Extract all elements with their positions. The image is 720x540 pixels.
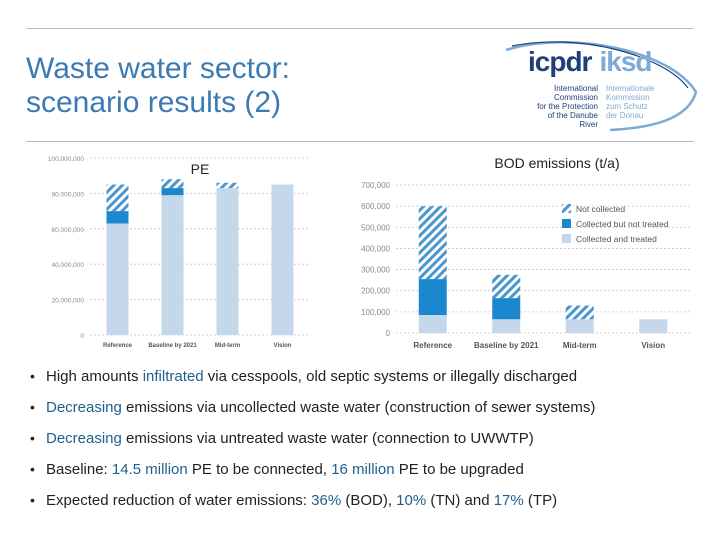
header-divider [26, 141, 694, 142]
logo-name-en-line: of the Danube River [547, 111, 598, 129]
x-category-label: Vision [274, 343, 292, 349]
top-divider [26, 28, 694, 29]
logo-name-de-line: der Donau [606, 111, 644, 120]
y-tick-label: 500,000 [361, 223, 390, 232]
bar-segment [216, 188, 239, 335]
slide-title-line1: Waste water sector: [26, 52, 290, 85]
x-category-label: Vision [641, 341, 665, 350]
bod-chart: 0 100,000 200,000 300,000 400,000 500,000 600,… [361, 155, 690, 350]
bullet-text: Expected reduction of water emissions: [46, 492, 312, 509]
bullet-text: Baseline: [46, 461, 112, 478]
bullet-highlight: Decreasing [46, 430, 122, 447]
bullet-highlight: 17% [493, 492, 524, 509]
bullet-text: PE to be upgraded [394, 461, 524, 478]
pe-chart: 0 20,000,000 40,000,000 60,000,000 80,000,00… [48, 156, 310, 349]
legend-label: Collected but not treated [576, 219, 669, 229]
logo-arc-graphic [505, 40, 698, 132]
x-category-label: Baseline by 2021 [474, 341, 539, 350]
y-tick-label: 400,000 [361, 244, 390, 253]
bar-segment [565, 305, 594, 320]
bar-segment [492, 298, 521, 320]
legend-label: Not collected [576, 204, 625, 214]
logo-name-en-line: Commission [553, 93, 598, 102]
bar-segment [161, 188, 184, 196]
bar-segment [106, 211, 129, 224]
bar-segment [418, 315, 447, 333]
logo-name-de: Internationale Kommission zum Schutz der… [606, 84, 686, 120]
legend-swatch [562, 219, 571, 228]
logo-wordmark: icpdr iksd [528, 46, 653, 78]
bullet-text: (BOD), [341, 492, 397, 509]
legend-label: Collected and treated [576, 234, 657, 244]
y-tick-label: 0 [80, 333, 84, 340]
bullet-item: Expected reduction of water emissions: 3… [30, 492, 700, 523]
y-tick-label: 0 [386, 329, 391, 338]
bar-segment [565, 319, 594, 333]
logo-abbr-de: iksd [599, 46, 652, 77]
bullet-text: via cesspools, old septic systems or ill… [203, 368, 578, 385]
x-category-label: Mid-term [215, 343, 240, 349]
logo-name-de-line: Kommission [606, 93, 650, 102]
bar-segment [492, 274, 521, 299]
bullet-highlight: 10% [396, 492, 427, 509]
bar-segment [106, 223, 129, 335]
logo-name-de-line: zum Schutz [606, 102, 648, 111]
bar-segment [492, 319, 521, 333]
x-category-label: Reference [103, 343, 133, 349]
logo-name-en-line: International [553, 84, 598, 93]
bar-segment [161, 179, 184, 189]
bar-segment [106, 184, 129, 212]
icpdr-logo: icpdr iksd International Commission for t… [500, 40, 700, 132]
bullet-text: emissions via uncollected waste water (c… [121, 399, 596, 416]
chart-title: BOD emissions (t/a) [494, 155, 619, 171]
logo-abbr-en: icpdr [528, 46, 592, 77]
x-category-label: Reference [413, 341, 452, 350]
y-tick-label: 100,000 [361, 308, 390, 317]
slide-title: Waste water sector: scenario results (2) [26, 52, 446, 120]
y-tick-label: 60,000,000 [51, 227, 84, 234]
y-tick-label: 20,000,000 [51, 298, 84, 305]
slide-title-line2: scenario results (2) [26, 86, 282, 119]
logo-name-de-line: Internationale [606, 84, 655, 93]
bar-segment [161, 195, 184, 335]
y-tick-label: 40,000,000 [51, 262, 84, 269]
bullet-highlight: 36% [311, 492, 342, 509]
bullet-item: Baseline: 14.5 million PE to be connecte… [30, 461, 700, 492]
y-tick-label: 700,000 [361, 181, 390, 190]
y-tick-label: 80,000,000 [51, 191, 84, 198]
y-tick-label: 100,000,000 [48, 156, 85, 163]
bar-segment [271, 184, 294, 335]
bullet-text: PE to be connected, [187, 461, 332, 478]
y-tick-label: 600,000 [361, 202, 390, 211]
charts-area: 0 20,000,000 40,000,000 60,000,000 80,000,00… [48, 155, 690, 350]
bullet-text: (TP) [523, 492, 558, 509]
legend-swatch [562, 234, 571, 243]
chart-title: PE [191, 161, 210, 177]
bar-segment [639, 319, 668, 333]
logo-name-en-line: for the Protection [537, 102, 598, 111]
bullet-text: (TN) and [426, 492, 494, 509]
bar-segment [418, 206, 447, 280]
bar-segment [216, 182, 239, 189]
logo-name-en: International Commission for the Protect… [530, 84, 598, 129]
bullet-highlight: 14.5 million [111, 461, 188, 478]
bar-segment [418, 279, 447, 316]
bullet-highlight: Decreasing [46, 399, 122, 416]
bullet-item: Decreasing emissions via untreated waste… [30, 430, 700, 461]
bullet-item: Decreasing emissions via uncollected was… [30, 399, 700, 430]
y-tick-label: 200,000 [361, 287, 390, 296]
x-category-label: Mid-term [563, 341, 597, 350]
bullet-highlight: infiltrated [142, 368, 204, 385]
bullet-item: High amounts infiltrated via cesspools, … [30, 368, 700, 399]
bullet-text: High amounts [46, 368, 143, 385]
x-category-label: Baseline by 2021 [148, 343, 197, 349]
legend-swatch [562, 204, 571, 213]
y-tick-label: 300,000 [361, 266, 390, 275]
bullet-text: emissions via untreated waste water (con… [121, 430, 534, 447]
bullet-highlight: 16 million [331, 461, 395, 478]
bullet-list: High amounts infiltrated via cesspools, … [30, 368, 700, 523]
